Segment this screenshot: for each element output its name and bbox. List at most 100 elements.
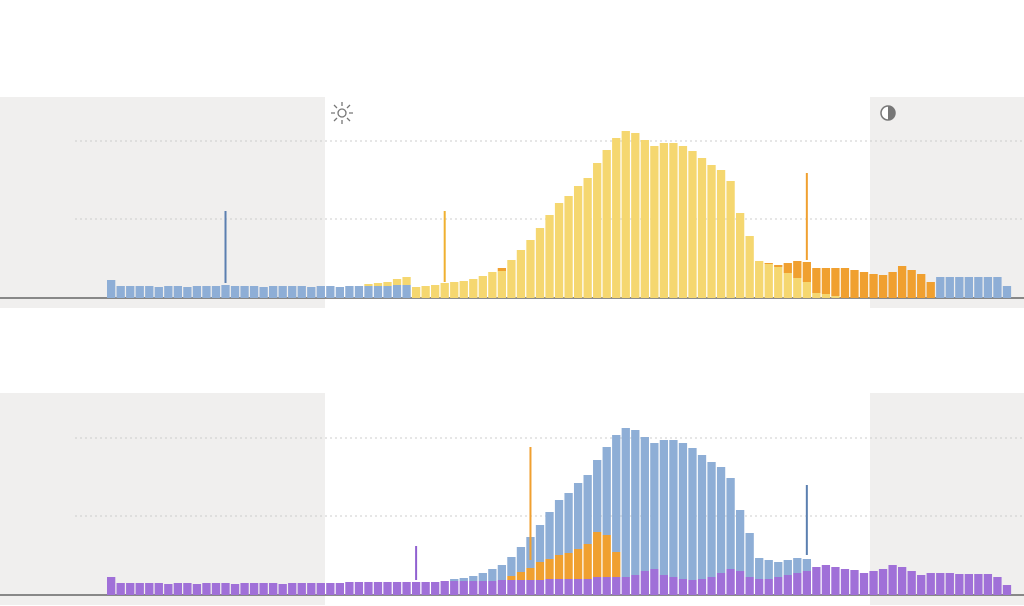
bar-segment <box>564 493 573 553</box>
bar-segment <box>526 580 535 595</box>
bar-segment <box>602 150 611 298</box>
bar-segment <box>1002 585 1012 595</box>
bar-segment <box>278 584 287 595</box>
bar-segment <box>745 533 754 577</box>
bar-segment <box>364 582 373 595</box>
bar-segment <box>726 181 735 298</box>
bar-segment <box>755 261 764 298</box>
bar-segment <box>173 583 183 595</box>
bar-segment <box>469 581 478 595</box>
bar-segment <box>697 158 707 298</box>
bar-segment <box>240 286 249 298</box>
bar-segment <box>936 573 945 595</box>
bar-segment <box>535 525 545 562</box>
night-band <box>0 393 325 605</box>
bar-segment <box>354 582 364 595</box>
bar-segment <box>573 483 583 549</box>
bar-segment <box>755 558 764 579</box>
bar-segment <box>697 579 707 595</box>
bar-segment <box>202 583 211 595</box>
bar-segment <box>783 273 792 298</box>
bar-segment <box>107 577 116 595</box>
bar-segment <box>526 568 535 580</box>
bar-segment <box>964 574 973 595</box>
bar-segment <box>421 286 430 298</box>
bar-segment <box>850 270 859 298</box>
bar-segment <box>373 283 383 286</box>
bar-segment <box>669 577 678 595</box>
bar-segment <box>583 475 592 544</box>
bar-segment <box>764 263 773 264</box>
bar-segment <box>783 575 792 595</box>
bar-segment <box>240 583 249 595</box>
bar-segment <box>678 579 688 595</box>
bar-segment <box>383 282 392 286</box>
bar-segment <box>516 250 526 298</box>
bar-segment <box>488 272 497 298</box>
bar-segment <box>335 287 345 298</box>
bar-segment <box>316 286 325 298</box>
bar-segment <box>288 286 297 298</box>
bar-segment <box>364 286 373 298</box>
bar-segment <box>936 277 945 298</box>
bar-segment <box>974 574 983 595</box>
bar-segment <box>917 274 926 298</box>
bar-segment <box>564 579 573 595</box>
bar-segment <box>688 151 697 298</box>
bar-segment <box>307 287 316 298</box>
bar-segment <box>888 272 897 298</box>
bar-segment <box>478 573 487 581</box>
bar-segment <box>183 287 192 298</box>
bar-segment <box>793 573 802 595</box>
bar-segment <box>831 567 840 595</box>
bar-segment <box>288 583 297 595</box>
bar-segment <box>126 286 135 298</box>
bar-segment <box>554 203 564 298</box>
bar-segment <box>211 583 221 595</box>
bar-segment <box>831 268 840 296</box>
bar-segment <box>678 443 688 579</box>
bar-segment <box>554 555 564 579</box>
bar-segment <box>573 186 583 298</box>
bar-segment <box>878 275 888 298</box>
bar-segment <box>459 281 468 298</box>
bar-segment <box>269 583 278 595</box>
bar-segment <box>735 510 745 571</box>
bar-segment <box>383 286 392 298</box>
bar-segment <box>526 240 535 298</box>
bar-segment <box>983 574 993 595</box>
bar-segment <box>631 575 640 595</box>
bar-segment <box>764 264 773 298</box>
bar-segment <box>516 547 526 572</box>
bar-segment <box>602 535 611 577</box>
bar-segment <box>659 143 669 298</box>
bar-segment <box>802 571 811 595</box>
bar-segment <box>583 579 592 595</box>
bar-segment <box>230 286 240 298</box>
bar-segment <box>278 286 287 298</box>
bar-segment <box>249 286 259 298</box>
bar-segment <box>593 163 602 298</box>
bar-segment <box>650 146 659 298</box>
bar-segment <box>716 573 726 595</box>
bar-segment <box>469 279 478 298</box>
bar-segment <box>631 430 640 575</box>
bar-segment <box>583 544 592 579</box>
bar-segment <box>507 576 516 580</box>
bar-segment <box>593 460 602 532</box>
bar-segment <box>545 559 554 579</box>
bar-segment <box>154 287 163 298</box>
bar-segment <box>249 583 259 595</box>
bar-segment <box>745 577 754 595</box>
bar-segment <box>497 580 507 595</box>
bar-segment <box>764 579 773 595</box>
bar-segment <box>307 583 316 595</box>
bar-segment <box>602 447 611 535</box>
bar-segment <box>812 268 821 293</box>
bar-segment <box>573 579 583 595</box>
bar-segment <box>145 286 154 298</box>
bar-segment <box>535 580 545 595</box>
bar-segment <box>793 261 802 278</box>
bar-segment <box>897 266 907 298</box>
